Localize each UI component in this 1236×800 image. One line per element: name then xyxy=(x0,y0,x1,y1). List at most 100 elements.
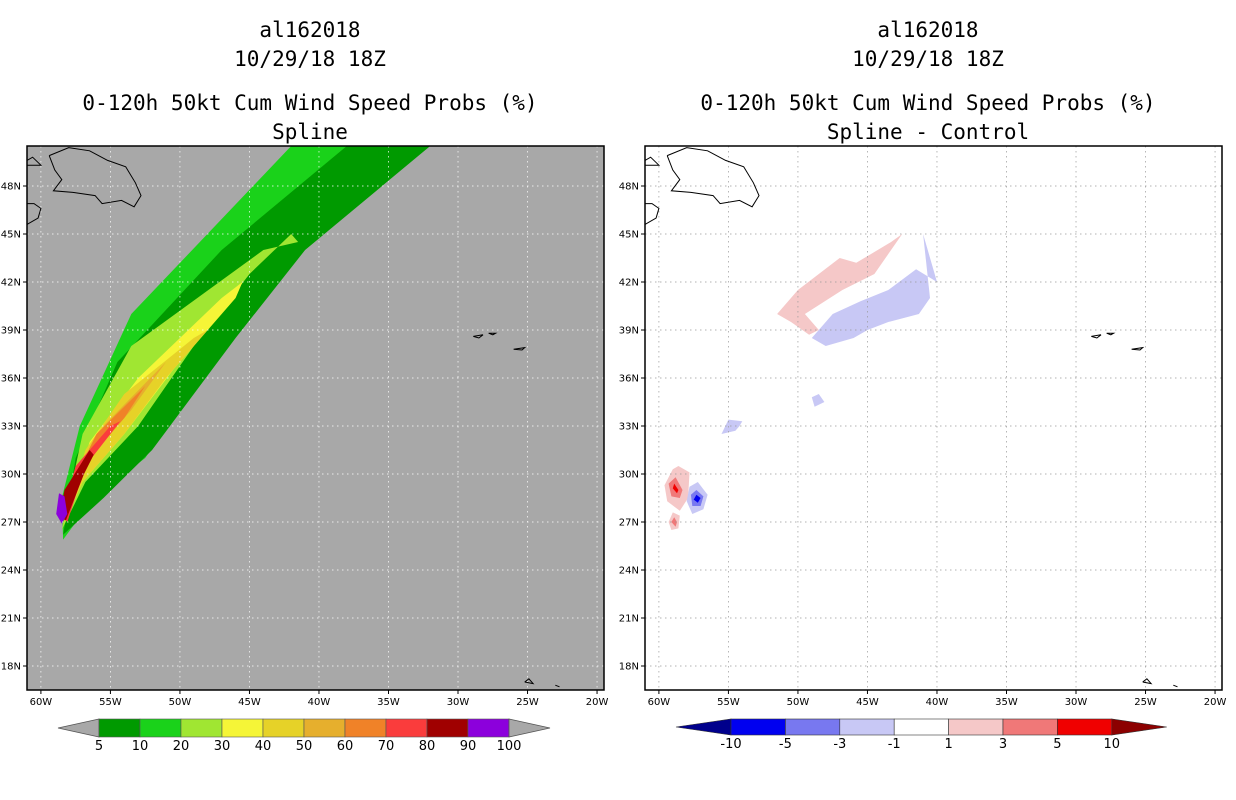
colorbar-over-triangle xyxy=(1111,718,1167,736)
lon-tick-label: 55W xyxy=(717,697,740,708)
lon-tick-label: 30W xyxy=(1065,697,1088,708)
colorbar-label: 1 xyxy=(944,737,952,752)
lat-tick-label: 24N xyxy=(1,566,21,577)
lat-tick-label: 24N xyxy=(619,566,639,577)
colorbar-label: 100 xyxy=(497,739,522,754)
lat-tick-label: 30N xyxy=(619,470,639,481)
right-datetime: 10/29/18 18Z xyxy=(852,47,1004,71)
right-subtitle: Spline - Control xyxy=(827,120,1029,144)
colorbar-box xyxy=(180,718,223,738)
contour-level-neg1 xyxy=(811,394,825,407)
coastline xyxy=(1173,684,1178,688)
colorbar-box xyxy=(98,718,141,738)
colorbar-label: 3 xyxy=(999,737,1007,752)
coastline xyxy=(524,678,535,685)
lat-tick-label: 30N xyxy=(1,470,21,481)
lon-tick-label: 40W xyxy=(926,697,949,708)
lon-tick-label: 35W xyxy=(995,697,1018,708)
contour-level-5 xyxy=(671,517,677,527)
colorbar-label: -5 xyxy=(779,737,792,752)
lon-tick-label: 25W xyxy=(1134,697,1157,708)
colorbar-box xyxy=(426,718,469,738)
colorbar-box xyxy=(839,718,895,736)
lon-tick-label: 55W xyxy=(99,697,122,708)
colorbar-box xyxy=(730,718,786,736)
lat-tick-label: 21N xyxy=(1,614,21,625)
colorbar-label: -3 xyxy=(833,737,846,752)
coastline xyxy=(513,346,527,351)
left-colorbar: 5 10 20 30 40 50 60 70 80 90 100 xyxy=(57,718,551,754)
lat-tick-label: 39N xyxy=(619,326,639,337)
colorbar-label: 5 xyxy=(95,739,103,754)
colorbar-label: 5 xyxy=(1053,737,1061,752)
colorbar-box xyxy=(1057,718,1113,736)
contour-level-30 xyxy=(63,282,243,526)
lon-tick-label: 45W xyxy=(856,697,879,708)
lon-tick-label: 30W xyxy=(447,697,470,708)
lon-tick-label: 20W xyxy=(1204,697,1227,708)
colorbar-box xyxy=(467,718,510,738)
contour-level-neg1 xyxy=(811,234,937,346)
lat-tick-label: 27N xyxy=(619,518,639,529)
lon-tick-label: 35W xyxy=(377,697,400,708)
contour-level-90 xyxy=(56,493,68,524)
coastline xyxy=(488,332,498,336)
colorbar-label: 70 xyxy=(378,739,395,754)
colorbar-label: 20 xyxy=(173,739,190,754)
map-frame xyxy=(644,145,1223,691)
colorbar-label: 80 xyxy=(419,739,436,754)
lat-tick-label: 36N xyxy=(1,374,21,385)
right-title: 0-120h 50kt Cum Wind Speed Probs (%) xyxy=(700,91,1155,115)
colorbar-label: 60 xyxy=(337,739,354,754)
coastline xyxy=(1131,346,1145,351)
contour-level-10 xyxy=(672,483,679,494)
lat-tick-label: 21N xyxy=(619,614,639,625)
left-datetime: 10/29/18 18Z xyxy=(234,47,386,71)
lat-tick-label: 48N xyxy=(1,182,21,193)
coastline xyxy=(555,684,560,688)
lon-tick-label: 25W xyxy=(516,697,539,708)
colorbar-box xyxy=(221,718,264,738)
lon-tick-label: 50W xyxy=(169,697,192,708)
lat-tick-label: 48N xyxy=(619,182,639,193)
contour-level-neg10 xyxy=(693,494,701,503)
lat-tick-label: 45N xyxy=(619,230,639,241)
colorbar-label: 50 xyxy=(296,739,313,754)
colorbar-box xyxy=(785,718,841,736)
lon-tick-label: 20W xyxy=(586,697,609,708)
lat-tick-label: 39N xyxy=(1,326,21,337)
lat-tick-label: 18N xyxy=(1,662,21,673)
lat-tick-label: 18N xyxy=(619,662,639,673)
coastline xyxy=(666,147,760,208)
colorbar-label: 40 xyxy=(255,739,272,754)
lat-tick-label: 33N xyxy=(619,422,639,433)
colorbar-over-triangle xyxy=(508,718,551,738)
colorbar-box xyxy=(262,718,305,738)
colorbar-under-triangle xyxy=(675,718,732,736)
lat-tick-label: 36N xyxy=(619,374,639,385)
right-colorbar: -10 -5 -3 -1 1 3 5 10 xyxy=(675,718,1167,752)
right-map-panel: 60W 55W 50W 45W 40W 35W 30W 25W 20W 48N 45N 42N 39N 3… xyxy=(619,145,1227,708)
left-subtitle: Spline xyxy=(272,120,348,144)
coastline xyxy=(1142,678,1153,685)
colorbar-label: 10 xyxy=(132,739,149,754)
lon-tick-label: 45W xyxy=(238,697,261,708)
coastline xyxy=(1106,332,1116,336)
colorbar-box xyxy=(385,718,428,738)
lat-tick-label: 27N xyxy=(1,518,21,529)
coastline xyxy=(645,156,661,166)
right-storm-id: al162018 xyxy=(877,18,978,42)
contour-level-neg1 xyxy=(721,419,743,434)
left-storm-id: al162018 xyxy=(259,18,360,42)
lat-tick-label: 42N xyxy=(1,278,21,289)
contour-level-10 xyxy=(63,146,431,535)
left-title: 0-120h 50kt Cum Wind Speed Probs (%) xyxy=(82,91,537,115)
map-frame xyxy=(26,145,605,691)
colorbar-box xyxy=(1002,718,1058,736)
contour-level-1 xyxy=(777,234,903,335)
left-map-panel: 60W 55W 50W 45W 40W 35W 30W 25W 20W 48N 45N 42N 39N 3… xyxy=(1,145,609,708)
colorbar-label: 90 xyxy=(460,739,477,754)
contour-level-80 xyxy=(59,450,94,521)
colorbar-box xyxy=(303,718,346,738)
